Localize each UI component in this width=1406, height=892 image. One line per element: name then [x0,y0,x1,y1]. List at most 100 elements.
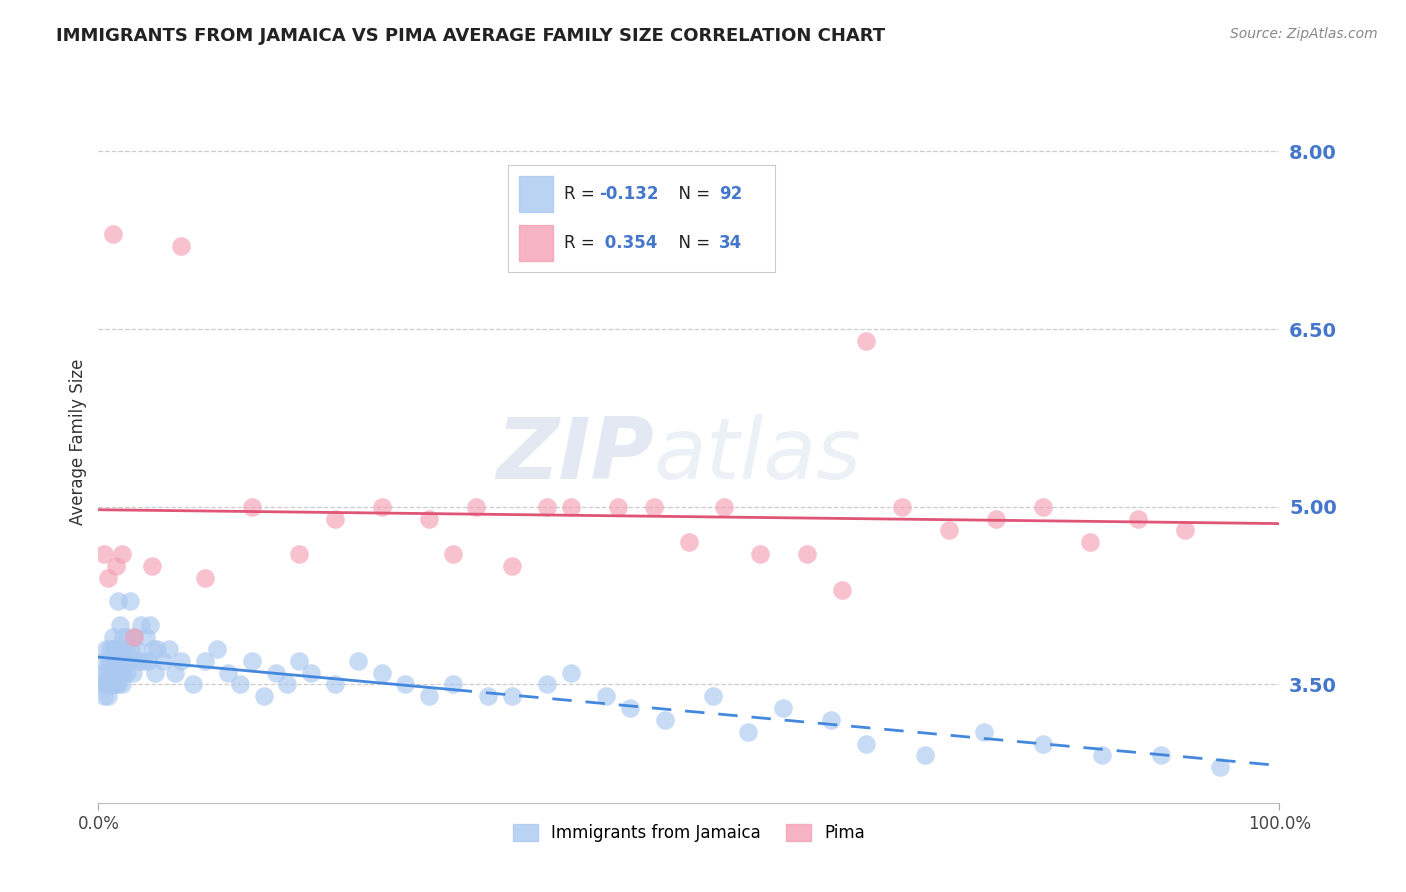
Point [1032,737,1054,751]
Point [101,665,124,680]
Point [394,677,416,691]
Point [112,654,135,668]
Point [890,500,912,514]
Point [93,547,115,561]
Point [181,677,204,691]
Point [107,677,129,691]
Point [114,641,136,656]
Point [105,558,128,573]
Point [1209,760,1232,774]
Point [441,677,464,691]
Point [501,558,523,573]
Point [654,713,676,727]
Point [91,665,114,680]
Legend: Immigrants from Jamaica, Pima: Immigrants from Jamaica, Pima [506,817,872,848]
Point [121,665,143,680]
Point [702,689,724,703]
Point [120,594,142,608]
Text: R =: R = [564,234,600,252]
Y-axis label: Average Family Size: Average Family Size [69,359,87,524]
Point [418,511,440,525]
Point [98,665,121,680]
Point [276,677,298,691]
Text: -0.132: -0.132 [599,186,658,203]
Point [477,689,499,703]
Point [96,665,118,680]
Point [98,677,121,691]
Point [121,641,143,656]
Text: N =: N = [668,234,716,252]
Point [115,665,138,680]
Point [122,630,145,644]
Point [323,677,346,691]
Bar [519,225,554,261]
Point [128,654,150,668]
Point [240,654,263,668]
Point [831,582,853,597]
Point [94,677,117,691]
Point [347,654,370,668]
Point [97,571,120,585]
Text: IMMIGRANTS FROM JAMAICA VS PIMA AVERAGE FAMILY SIZE CORRELATION CHART: IMMIGRANTS FROM JAMAICA VS PIMA AVERAGE … [56,27,886,45]
Point [264,665,287,680]
Point [146,641,169,656]
Point [1126,511,1149,525]
Point [678,535,700,549]
Point [103,641,125,656]
Point [748,547,770,561]
Text: N =: N = [668,186,716,203]
Point [441,547,464,561]
Point [129,618,152,632]
Point [118,654,141,668]
Point [205,641,228,656]
Point [136,654,159,668]
Point [170,654,193,668]
Point [1032,500,1054,514]
Point [371,665,394,680]
Point [1150,748,1173,763]
Point [105,654,128,668]
Point [229,677,252,691]
Point [101,227,124,242]
Point [194,654,217,668]
Point [820,713,842,727]
Point [536,500,558,514]
Point [112,630,135,644]
Point [108,618,131,632]
Point [135,630,157,644]
Point [105,641,128,656]
Point [619,701,641,715]
Point [139,618,162,632]
Point [112,665,135,680]
Point [142,641,165,656]
Point [240,500,263,514]
Point [595,689,617,703]
Point [465,500,488,514]
Point [105,665,128,680]
Point [323,511,346,525]
Text: R =: R = [564,186,600,203]
Point [91,677,114,691]
Point [143,665,166,680]
Text: atlas: atlas [654,415,862,498]
Point [98,641,121,656]
Point [501,689,523,703]
Point [855,737,877,751]
Point [125,641,148,656]
Point [914,748,936,763]
Point [100,654,122,668]
Point [643,500,665,514]
Point [165,665,187,680]
Point [110,654,132,668]
Point [536,677,558,691]
Point [560,665,582,680]
Text: 0.354: 0.354 [599,234,657,252]
Point [122,630,145,644]
Point [1174,524,1197,538]
Point [104,654,127,668]
Point [98,654,121,668]
Point [141,558,163,573]
Point [107,594,129,608]
Point [93,654,115,668]
Point [299,665,322,680]
